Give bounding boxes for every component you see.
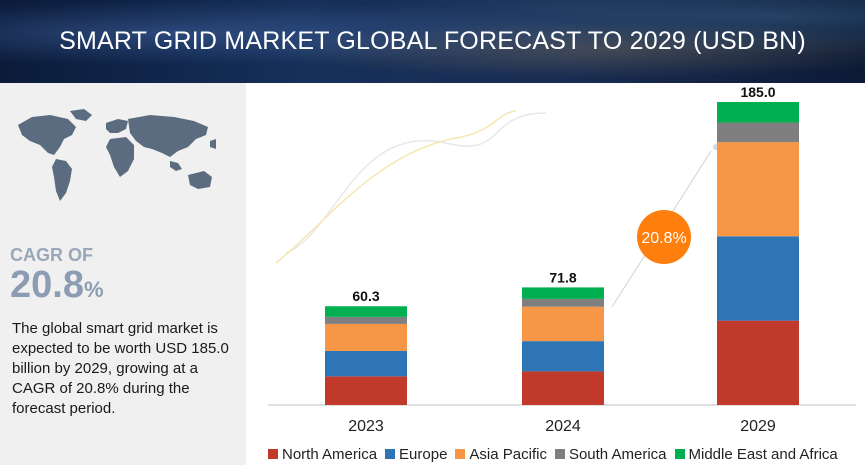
bar-segment-middle-east-and-africa-2023: [325, 306, 407, 317]
legend-label: North America: [282, 445, 378, 463]
legend-item-north-america: North America: [268, 446, 377, 463]
cagr-value: 20.8%: [10, 263, 104, 312]
page-title: SMART GRID MARKET GLOBAL FORECAST TO 202…: [59, 27, 806, 55]
bar-segment-south-america-2029: [717, 122, 799, 143]
bar-segment-europe-2029: [717, 236, 799, 321]
bar-total-label-2024: 71.8: [549, 269, 576, 285]
legend-swatch: [674, 449, 685, 459]
decorative-curve: [285, 112, 547, 254]
bar-segment-north-america-2024: [522, 371, 604, 405]
market-description: The global smart grid market is expected…: [12, 320, 229, 417]
bar-segment-north-america-2023: [325, 376, 407, 405]
bar-segment-middle-east-and-africa-2024: [522, 287, 604, 299]
bar-segment-south-america-2023: [325, 316, 407, 324]
x-tick-label-2029: 2029: [740, 418, 776, 435]
legend-item-asia-pacific: Asia Pacific: [455, 446, 547, 463]
bar-total-label-2029: 185.0: [740, 84, 775, 100]
legend-swatch: [554, 449, 565, 459]
legend-swatch: [455, 449, 466, 459]
legend-item-middle-east-and-africa: Middle East and Africa: [674, 445, 838, 463]
bar-segment-europe-2024: [522, 341, 604, 372]
cagr-label: CAGR OF: [10, 245, 93, 265]
decorative-curve-gold: [275, 110, 517, 264]
growth-badge: 20.8%: [637, 210, 691, 264]
summary-panel: CAGR OF 20.8% The global smart grid mark…: [0, 83, 246, 465]
x-tick-label-2024: 2024: [545, 418, 581, 435]
bar-segment-asia-pacific-2029: [717, 142, 799, 237]
growth-badge-circle: [637, 210, 691, 264]
legend-item-europe: Europe: [385, 446, 447, 463]
x-tick-label-2023: 2023: [348, 418, 384, 435]
legend-label: Europe: [399, 445, 448, 463]
stacked-bar-chart: 60.3 2023 71.8 2024 185.0 2029 20.8%: [268, 84, 856, 435]
legend-label: Asia Pacific: [469, 445, 547, 463]
legend-label: Middle East and Africa: [688, 445, 838, 463]
legend-item-south-america: South America: [554, 445, 667, 463]
legend-label: South America: [568, 445, 667, 463]
growth-badge-label: 20.8%: [641, 230, 686, 247]
bar-segment-south-america-2024: [522, 298, 604, 307]
legend-swatch: [268, 449, 278, 459]
chart-legend: North America Europe Asia Pacific South Ame…: [268, 445, 846, 463]
header-banner: SMART GRID MARKET GLOBAL FORECAST TO 202…: [0, 0, 865, 83]
bar-total-label-2023: 60.3: [352, 288, 379, 304]
bar-segment-asia-pacific-2024: [522, 306, 604, 342]
cagr-percent-sign: %: [83, 277, 104, 302]
header-background: [0, 0, 865, 83]
legend-swatch: [385, 449, 396, 459]
bar-segment-north-america-2029: [717, 320, 799, 405]
cagr-number: 20.8: [10, 264, 84, 306]
bar-segment-europe-2023: [325, 350, 407, 377]
bar-segment-middle-east-and-africa-2029: [717, 102, 799, 123]
world-map-icon: [18, 109, 216, 201]
bar-segment-asia-pacific-2023: [325, 323, 407, 351]
